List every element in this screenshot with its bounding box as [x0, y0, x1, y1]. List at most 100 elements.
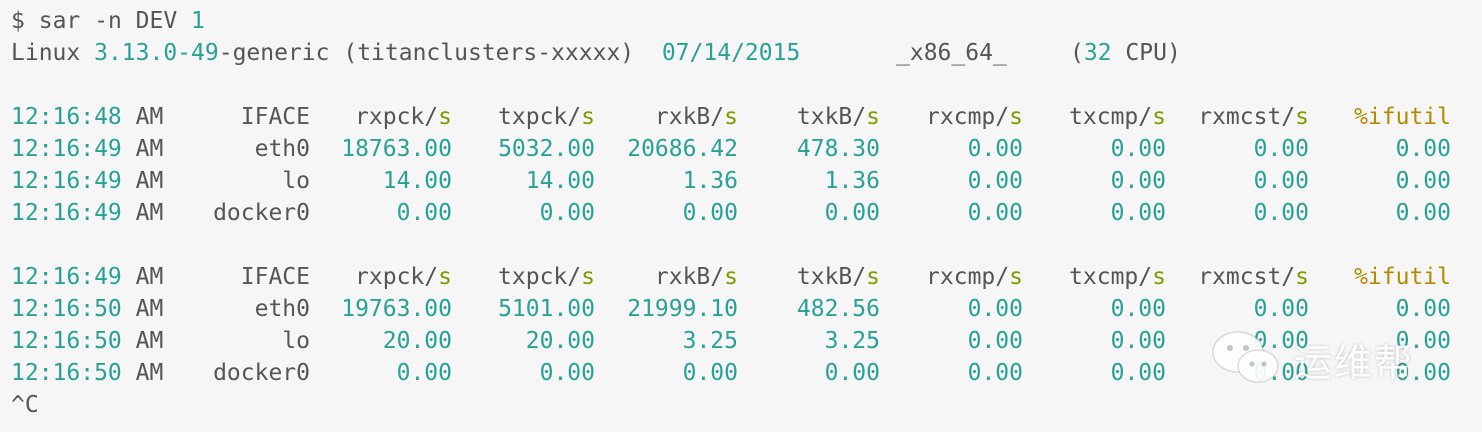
header-time: 12:16:49 AM [11, 264, 164, 290]
row-value: 478.30 [796, 136, 880, 162]
column-header-base: rxkB/ [654, 104, 725, 130]
column-header-base: rxkB/ [654, 264, 725, 290]
row-value: 5101.00 [498, 296, 595, 322]
os-name: Linux [11, 40, 95, 66]
row-value: 14.00 [525, 168, 595, 194]
table-row: 12:16:50 AM docker0 0.00 0.00 0.00 0.00 0.00 0.… [0, 357, 1482, 389]
column-header-unit: s [1009, 264, 1023, 290]
row-value: 0.00 [967, 328, 1023, 354]
row-value: 0.00 [1395, 200, 1451, 226]
column-header-base: rxmcst/ [1198, 104, 1296, 130]
wechat-icon [1212, 331, 1279, 383]
row-value: 18763.00 [341, 136, 452, 162]
row-value: 1.36 [682, 168, 738, 194]
column-header-base: txcmp/ [1069, 104, 1153, 130]
row-value: 0.00 [1110, 360, 1166, 386]
row-value: 0.00 [824, 360, 880, 386]
row-value: 0.00 [1110, 328, 1166, 354]
column-header-unit: s [866, 264, 880, 290]
command-interval-arg: 1 [191, 8, 205, 34]
row-timestamp: 12:16:50 AM [11, 328, 164, 354]
row-value: 0.00 [1395, 168, 1451, 194]
row-value: 0.00 [1110, 296, 1166, 322]
column-header: rxcmp/s [926, 261, 1023, 293]
row-iface: lo [282, 328, 310, 354]
column-header-unit: s [438, 104, 452, 130]
column-header: txcmp/s [1069, 101, 1166, 133]
row-value: 3.25 [682, 328, 738, 354]
column-header-base: rxpck/ [355, 264, 439, 290]
table-row: 12:16:50 AM eth0 19763.00 5101.00 21999.10 48… [0, 293, 1482, 325]
row-value: 482.56 [796, 296, 880, 322]
column-header-iface: IFACE [240, 264, 310, 290]
row-value: 0.00 [1253, 168, 1309, 194]
prompt-symbol: $ [11, 8, 25, 34]
column-header: rxkB/s [655, 261, 738, 293]
column-header-unit: s [1152, 264, 1166, 290]
report-date: 07/14/2015 [661, 40, 801, 66]
row-value: 0.00 [1253, 136, 1309, 162]
interrupt-text: ^C [11, 392, 39, 418]
column-header-unit: s [724, 104, 738, 130]
row-value: 14.00 [382, 168, 452, 194]
table-row: 12:16:49 AM lo 14.00 14.00 1.36 1.36 0.00 0.00 0… [0, 165, 1482, 197]
column-header: rxpck/s [355, 261, 452, 293]
column-header-base: rxmcst/ [1198, 264, 1296, 290]
row-timestamp: 12:16:50 AM [11, 296, 164, 322]
column-header-base: txkB/ [796, 264, 867, 290]
table-row: 12:16:49 AM docker0 0.00 0.00 0.00 0.00 0.00 0.… [0, 197, 1482, 229]
row-value: 0.00 [1110, 200, 1166, 226]
table-row: 12:16:49 AM eth0 18763.00 5032.00 20686.42 47… [0, 133, 1482, 165]
column-header: rxkB/s [655, 101, 738, 133]
column-header-iface: IFACE [240, 104, 310, 130]
column-header-ifutil: %ifutil [1354, 104, 1451, 130]
row-value: 0.00 [1395, 296, 1451, 322]
column-header-unit: s [581, 104, 595, 130]
row-value: 0.00 [967, 168, 1023, 194]
row-value: 0.00 [1395, 360, 1451, 386]
column-header: txcmp/s [1069, 261, 1166, 293]
row-iface: eth0 [254, 296, 310, 322]
row-timestamp: 12:16:50 AM [11, 360, 164, 386]
row-value: 0.00 [682, 200, 738, 226]
header-timestamp: 12:16:48 AM [11, 101, 163, 133]
row-value: 0.00 [967, 200, 1023, 226]
column-header-base: txkB/ [796, 104, 867, 130]
column-header-unit: s [724, 264, 738, 290]
row-value: 20.00 [525, 328, 595, 354]
column-header-base: rxpck/ [355, 104, 439, 130]
row-value: 0.00 [1395, 328, 1451, 354]
row-value: 3.25 [824, 328, 880, 354]
column-header-unit: s [1295, 264, 1309, 290]
column-header: rxpck/s [355, 101, 452, 133]
row-value: 20.00 [382, 328, 452, 354]
row-iface: docker0 [213, 360, 310, 386]
row-value: 21999.10 [627, 296, 738, 322]
command-text: sar -n DEV [38, 8, 192, 34]
row-timestamp: 12:16:49 AM [11, 200, 164, 226]
column-header-unit: s [1009, 104, 1023, 130]
row-iface: eth0 [254, 136, 310, 162]
row-value: 19763.00 [341, 296, 452, 322]
header-timestamp: 12:16:49 AM [11, 261, 163, 293]
cpu-count: 32 [1083, 40, 1112, 66]
row-value: 0.00 [682, 360, 738, 386]
row-timestamp: 12:16:49 AM [11, 168, 164, 194]
row-iface: docker0 [213, 200, 310, 226]
command-line: $ sar -n DEV 1 [0, 5, 1482, 37]
row-value: 0.00 [1253, 296, 1309, 322]
row-value: 0.00 [396, 360, 452, 386]
watermark: 运维帮 [1208, 322, 1468, 392]
table-row: 12:16:50 AM lo 20.00 20.00 3.25 3.25 0.00 0.00 0… [0, 325, 1482, 357]
row-value: 0.00 [967, 136, 1023, 162]
column-header-base: txpck/ [498, 104, 582, 130]
column-header-unit: s [866, 104, 880, 130]
column-header: rxmcst/s [1198, 101, 1309, 133]
column-header: txpck/s [498, 261, 595, 293]
row-value: 0.00 [824, 200, 880, 226]
row-value: 1.36 [824, 168, 880, 194]
arch-label: _x86_64_ [896, 40, 1007, 66]
watermark-text: 运维帮 [1294, 341, 1415, 385]
column-header: txkB/s [797, 101, 880, 133]
